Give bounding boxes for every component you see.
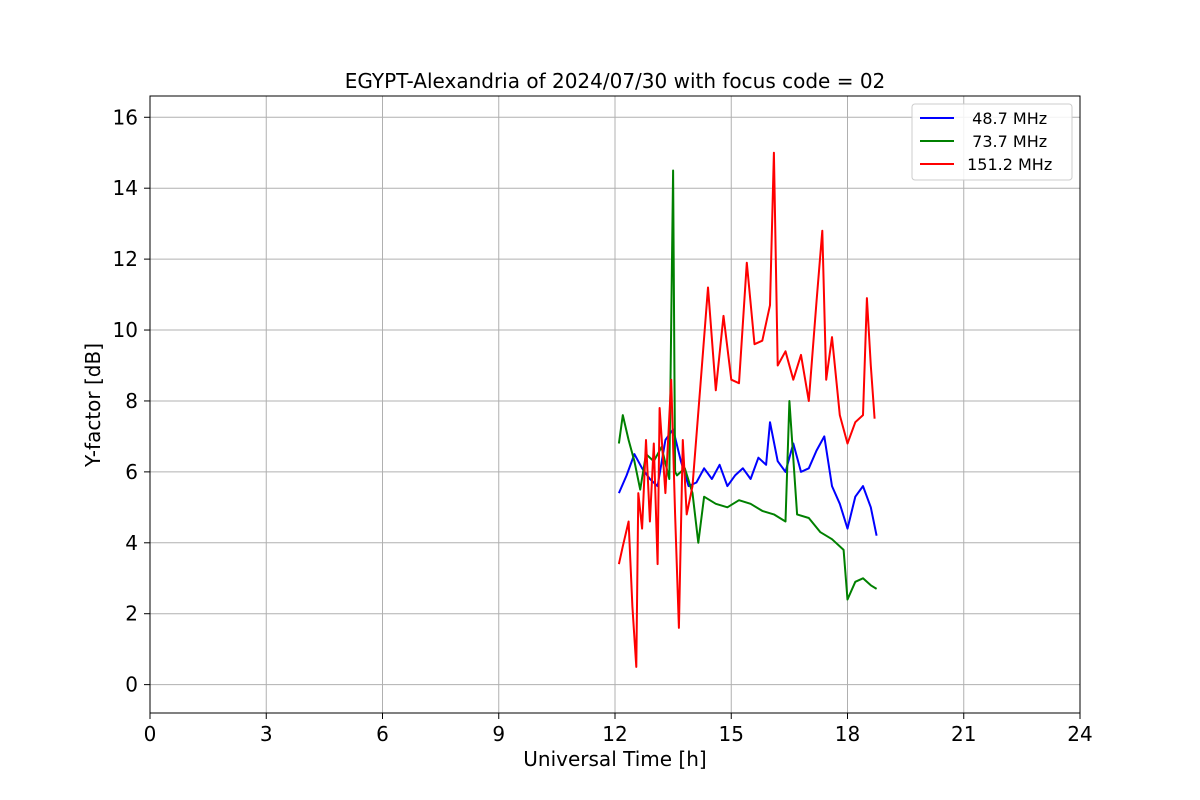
y-tick-label: 12 <box>113 247 138 271</box>
y-tick-label: 8 <box>125 389 138 413</box>
legend-label-1: 73.7 MHz <box>962 132 1047 151</box>
x-axis-label: Universal Time [h] <box>523 747 706 771</box>
x-tick-label: 24 <box>1067 722 1092 746</box>
grid <box>149 96 1081 713</box>
legend-label-2: 151.2 MHz <box>962 155 1052 174</box>
y-tick-label: 16 <box>113 105 138 129</box>
x-tick-label: 18 <box>835 722 860 746</box>
legend-box <box>911 103 1073 181</box>
x-tick-label: 6 <box>376 722 389 746</box>
x-tick-label: 15 <box>719 722 744 746</box>
y-axis-label: Y-factor [dB] <box>81 343 105 468</box>
x-tick-label: 21 <box>951 722 976 746</box>
x-tick-label: 3 <box>260 722 273 746</box>
y-tick-label: 14 <box>113 176 138 200</box>
series-layer <box>617 151 878 668</box>
legend-label-0: 48.7 MHz <box>962 109 1047 128</box>
series-line-1 <box>617 169 878 601</box>
y-tick-label: 2 <box>125 602 138 626</box>
y-tick-label: 10 <box>113 318 138 342</box>
y-tick-label: 0 <box>125 673 138 697</box>
x-tick-label: 9 <box>492 722 505 746</box>
x-tick-label: 12 <box>602 722 627 746</box>
y-tick-label: 4 <box>125 531 138 555</box>
series-line-2 <box>617 151 876 668</box>
legend: 48.7 MHz 73.7 MHz 151.2 MHz <box>911 103 1073 181</box>
y-tick-label: 6 <box>125 460 138 484</box>
chart-title: EGYPT-Alexandria of 2024/07/30 with focu… <box>345 69 886 93</box>
x-tick-label: 0 <box>144 722 157 746</box>
